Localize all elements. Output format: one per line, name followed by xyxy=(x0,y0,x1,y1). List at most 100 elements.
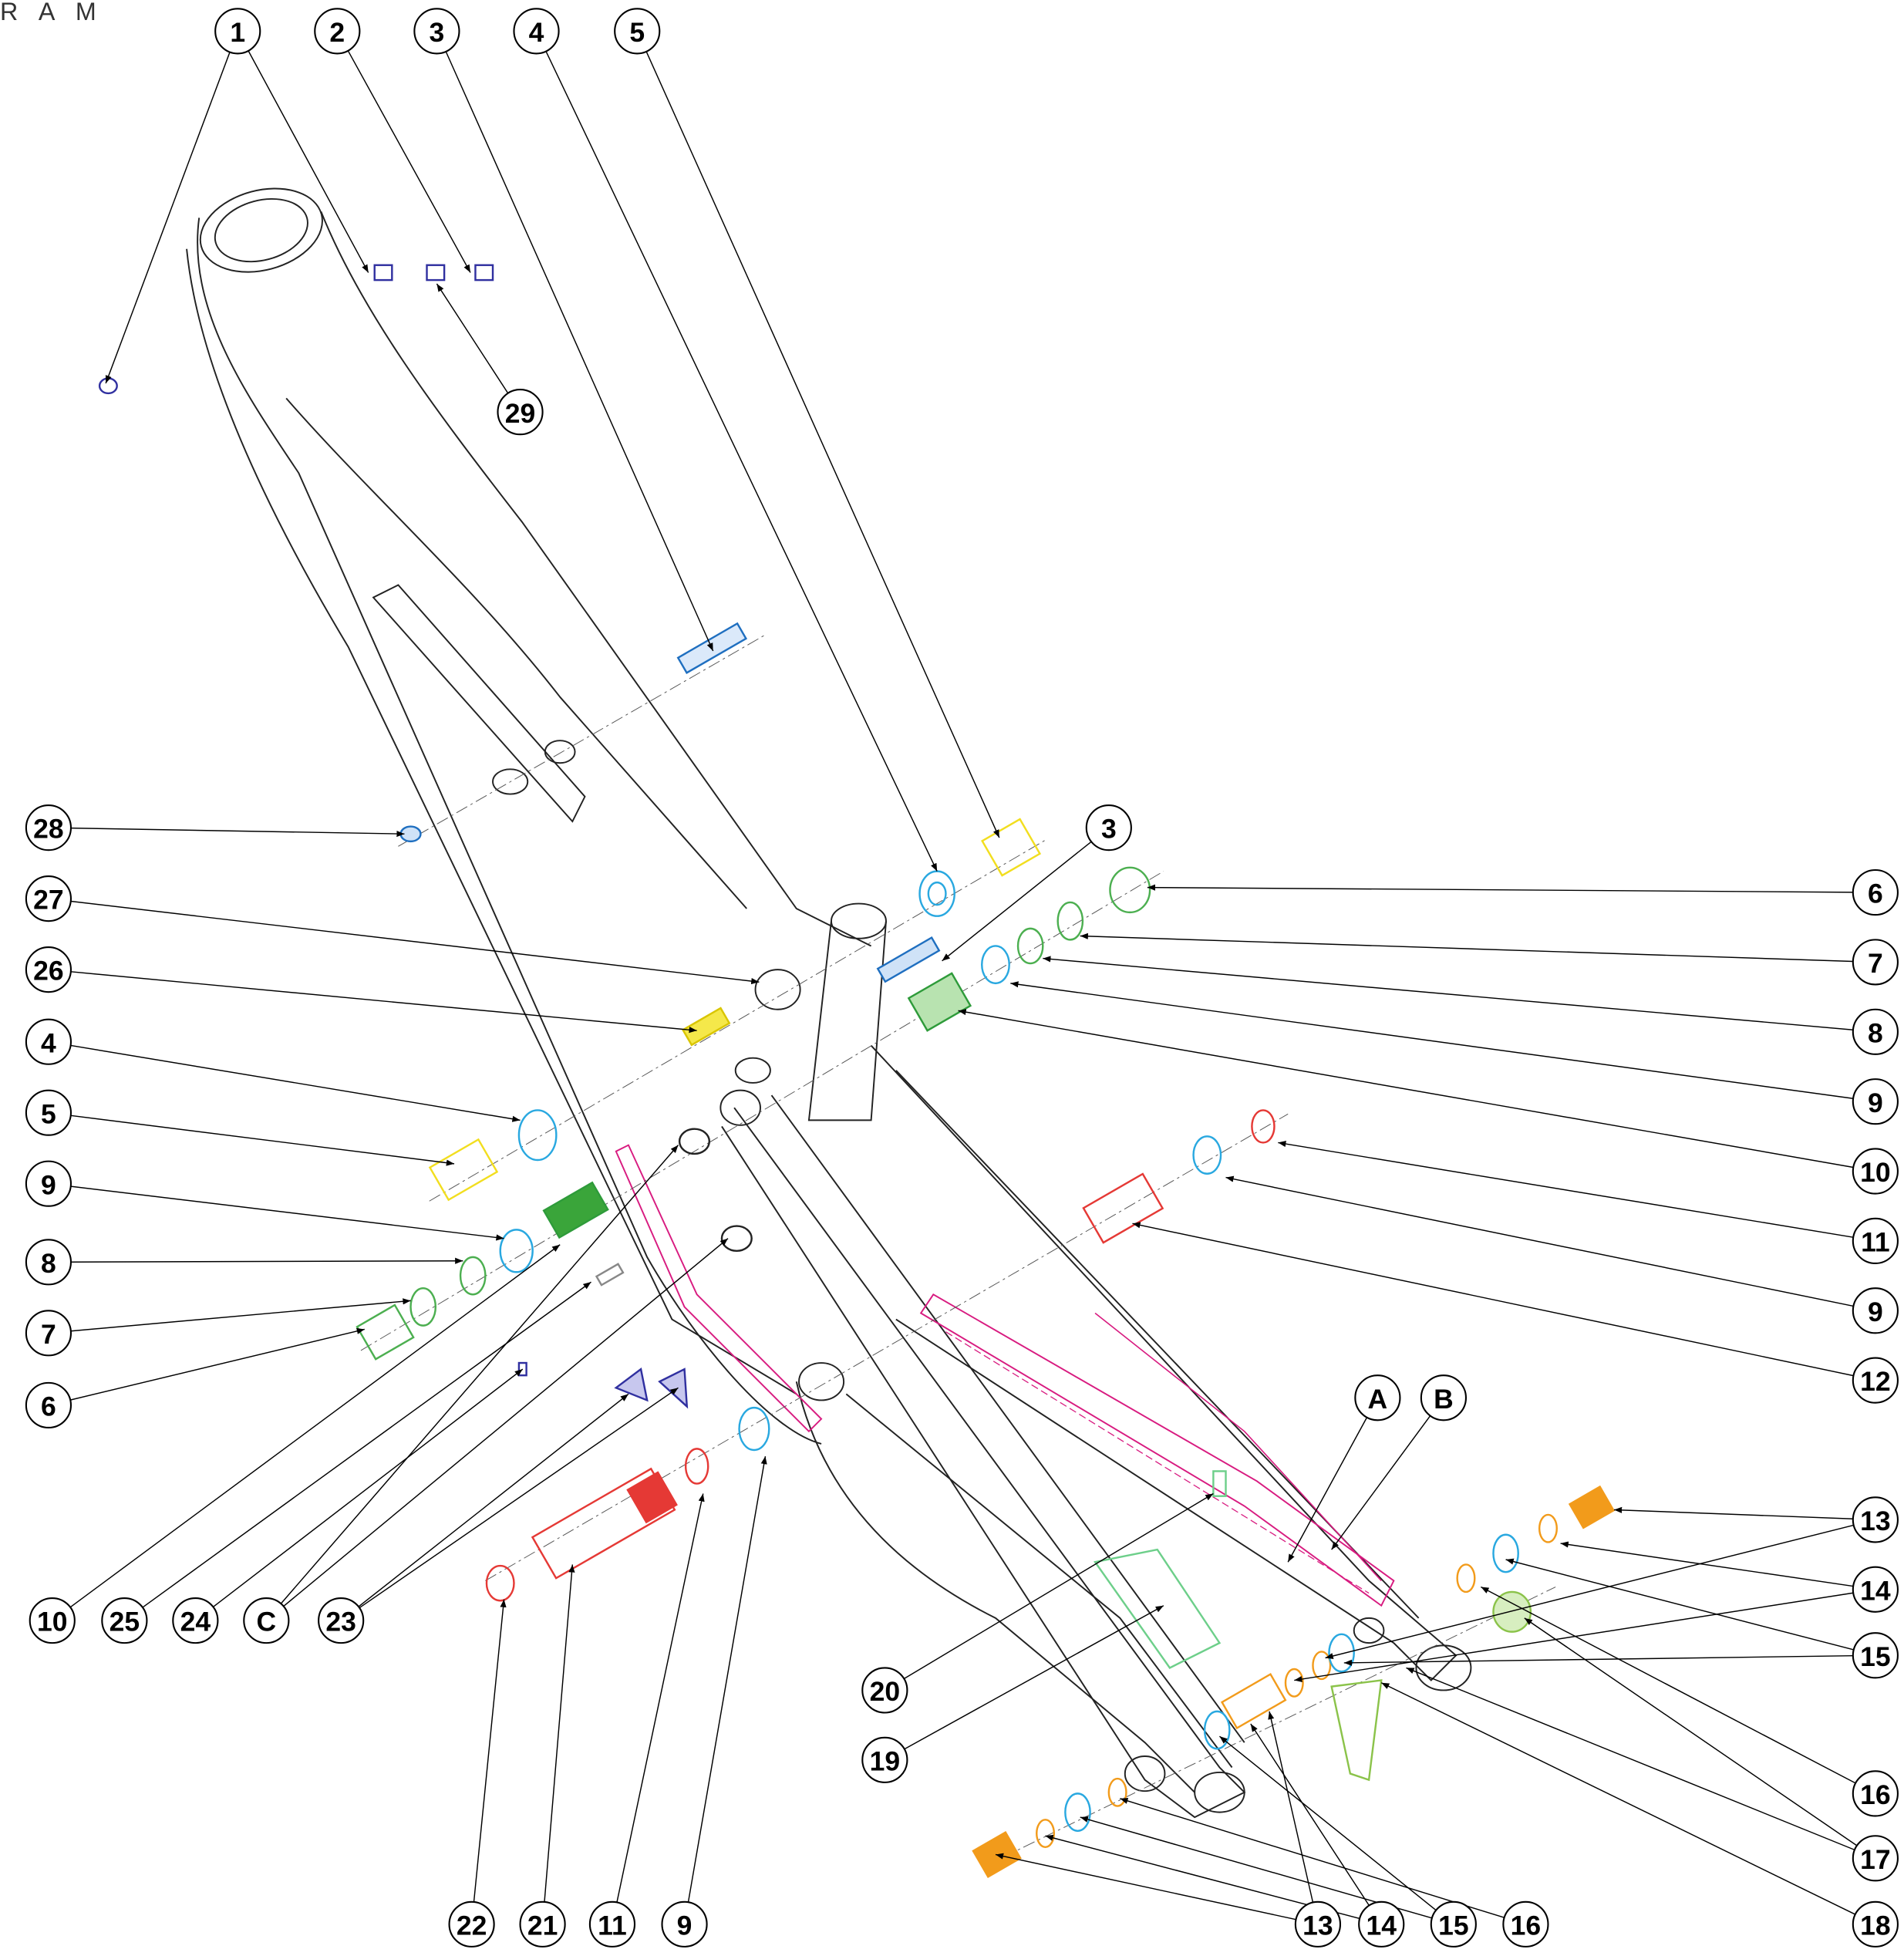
callout: 22 xyxy=(448,1900,495,1948)
leader-line xyxy=(942,841,1092,962)
leader-line xyxy=(904,1605,1164,1750)
callout-label: 24 xyxy=(180,1607,211,1637)
callout-circle xyxy=(25,1310,72,1357)
callout-circle xyxy=(25,946,72,993)
callout: 11 xyxy=(1852,1217,1899,1264)
callout-circle xyxy=(214,8,261,55)
leader-line xyxy=(687,1455,767,1903)
callout: 26 xyxy=(25,946,72,993)
callout-label: 9 xyxy=(1868,1297,1883,1327)
axis-lines xyxy=(360,634,1556,1868)
callout-circle xyxy=(448,1900,495,1948)
callout-circle xyxy=(25,1239,72,1286)
callout-label: 12 xyxy=(1860,1366,1891,1397)
callout: 23 xyxy=(318,1597,365,1644)
callout: 9 xyxy=(661,1900,708,1948)
callout-label: 21 xyxy=(527,1910,558,1941)
leader-line xyxy=(248,50,369,273)
leader-line xyxy=(280,1145,679,1604)
callout: 4 xyxy=(513,8,560,55)
callout: B xyxy=(1420,1374,1468,1421)
callout: 16 xyxy=(1852,1770,1899,1817)
callout-label: 15 xyxy=(1438,1910,1469,1941)
callout: 9 xyxy=(25,1160,72,1207)
callout-circle xyxy=(661,1900,708,1948)
callout: 5 xyxy=(25,1089,72,1136)
callout-circle xyxy=(172,1597,219,1644)
callout: C xyxy=(243,1597,290,1644)
leader-line xyxy=(347,50,471,273)
leader-line xyxy=(70,900,760,985)
leader-line xyxy=(70,1327,365,1401)
callout-label: 13 xyxy=(1302,1910,1333,1941)
callout-circle xyxy=(25,1381,72,1429)
leader-line xyxy=(1505,1558,1854,1651)
header-title: R A M xyxy=(0,0,103,25)
leader-line xyxy=(1268,1711,1314,1903)
leader-line xyxy=(1524,1617,1858,1846)
leader-line xyxy=(1294,1592,1854,1682)
callout-label: A xyxy=(1368,1384,1388,1415)
callout: 7 xyxy=(1852,939,1899,986)
leader-line xyxy=(995,1853,1296,1921)
leader-line xyxy=(70,1298,411,1332)
callout-label: 6 xyxy=(1868,879,1883,909)
leader-line xyxy=(445,51,714,652)
callout: 21 xyxy=(519,1900,566,1948)
leader-line xyxy=(142,1281,591,1608)
callout: 9 xyxy=(1852,1287,1899,1334)
callout-label: 11 xyxy=(598,1910,627,1941)
callout-label: 20 xyxy=(870,1676,901,1707)
leader-line xyxy=(1325,1524,1854,1659)
callout: 19 xyxy=(861,1736,908,1783)
callout-label: 16 xyxy=(1511,1910,1542,1941)
callout-label: 8 xyxy=(1868,1017,1883,1048)
leader-line xyxy=(1147,884,1853,893)
callout-circle xyxy=(1852,1008,1899,1055)
callout-label: 9 xyxy=(677,1910,693,1941)
callout-circle xyxy=(1502,1900,1549,1948)
callout-circle xyxy=(1852,1496,1899,1543)
callout-circle xyxy=(497,389,544,436)
callout-label: 22 xyxy=(457,1910,487,1941)
callout-label: 23 xyxy=(325,1607,356,1637)
callout: 4 xyxy=(25,1018,72,1065)
leader-line xyxy=(1080,932,1853,963)
callout-circle xyxy=(1852,1632,1899,1679)
callout: 9 xyxy=(1852,1078,1899,1125)
callout-circle xyxy=(513,8,560,55)
callout: 5 xyxy=(614,8,661,55)
callout-circle xyxy=(1852,1900,1899,1948)
callout: 14 xyxy=(1852,1566,1899,1613)
leader-line xyxy=(283,1238,729,1607)
callout: 15 xyxy=(1430,1900,1477,1948)
callout-label: 17 xyxy=(1860,1844,1891,1875)
leader-line xyxy=(1560,1541,1854,1587)
leader-line xyxy=(70,1257,463,1264)
callout-label: 16 xyxy=(1860,1779,1891,1810)
callout: 14 xyxy=(1358,1900,1405,1948)
callout-circle xyxy=(25,804,72,852)
callout: 12 xyxy=(1852,1357,1899,1404)
leader-line xyxy=(1613,1506,1853,1519)
callout: 28 xyxy=(25,804,72,852)
leader-line xyxy=(958,1009,1854,1169)
callout-circle xyxy=(861,1667,908,1714)
callout-label: 15 xyxy=(1860,1641,1891,1672)
parts xyxy=(98,264,1616,1878)
leader-line xyxy=(70,1044,521,1122)
leader-lines xyxy=(69,50,1858,1921)
callout-label: 19 xyxy=(870,1745,901,1776)
callout: 2 xyxy=(314,8,361,55)
callout: 24 xyxy=(172,1597,219,1644)
callout-label: 10 xyxy=(1860,1157,1891,1188)
callout-circle xyxy=(1852,1078,1899,1125)
callout-circle xyxy=(1852,1287,1899,1334)
callout-label: 29 xyxy=(505,398,536,429)
callout-circle xyxy=(25,1160,72,1207)
callout-label: 14 xyxy=(1860,1575,1891,1606)
leader-line xyxy=(903,1492,1214,1680)
callout-label: 9 xyxy=(1868,1088,1883,1118)
